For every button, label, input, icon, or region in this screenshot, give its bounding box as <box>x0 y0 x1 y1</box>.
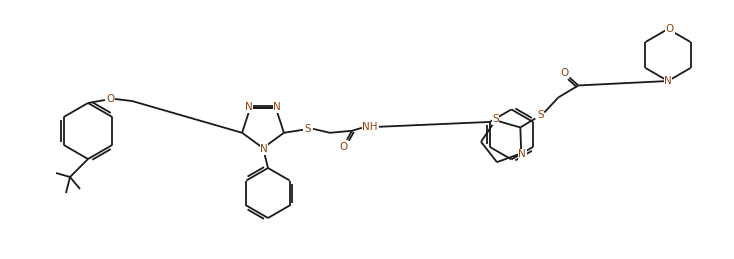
Text: N: N <box>518 149 526 159</box>
Text: O: O <box>560 68 568 78</box>
Text: O: O <box>666 24 674 34</box>
Text: O: O <box>340 142 348 152</box>
Text: N: N <box>273 102 281 112</box>
Text: S: S <box>493 114 499 124</box>
Text: N: N <box>245 102 253 112</box>
Text: N: N <box>260 144 268 154</box>
Text: S: S <box>537 110 544 120</box>
Text: S: S <box>305 124 311 134</box>
Text: O: O <box>106 94 114 104</box>
Text: N: N <box>664 76 672 86</box>
Text: NH: NH <box>362 122 378 132</box>
